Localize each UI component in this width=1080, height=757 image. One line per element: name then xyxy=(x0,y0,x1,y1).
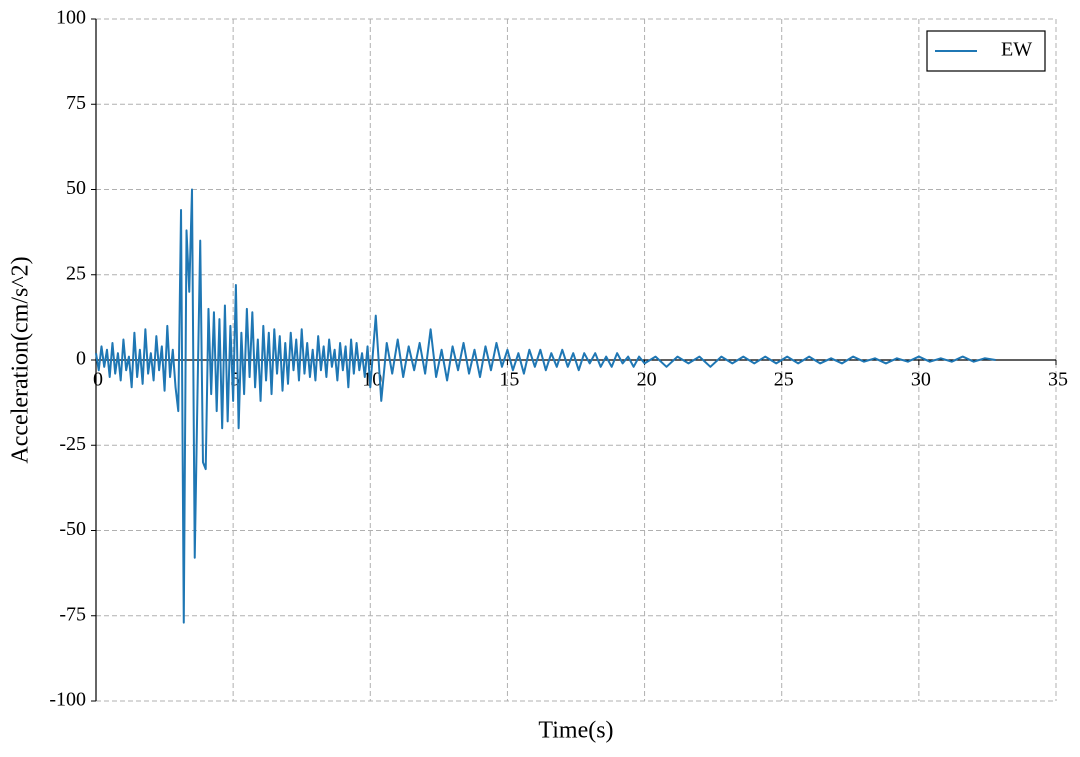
x-tick-label: 0 xyxy=(93,369,103,391)
x-tick-label: 25 xyxy=(774,369,794,391)
y-tick-label: -75 xyxy=(59,603,86,625)
y-tick-label: 75 xyxy=(66,92,86,114)
x-axis-label: Time(s) xyxy=(538,718,613,744)
y-axis-label: Acceleration(cm/s^2) xyxy=(8,256,34,463)
x-tick-label: 5 xyxy=(230,369,240,391)
x-tick-label: 15 xyxy=(499,369,519,391)
y-tick-label: 100 xyxy=(56,7,86,29)
y-tick-label: 0 xyxy=(76,348,86,370)
data-line xyxy=(95,188,996,624)
y-tick-label: -25 xyxy=(59,433,86,455)
y-tick-label: -100 xyxy=(49,689,86,711)
y-tick-label: -50 xyxy=(59,518,86,540)
x-tick-label: 20 xyxy=(637,369,657,391)
y-tick-label: 25 xyxy=(66,262,86,284)
y-tick-label: 50 xyxy=(66,177,86,199)
x-tick-label: 10 xyxy=(362,369,382,391)
x-tick-label: 30 xyxy=(911,369,931,391)
x-tick-label: 35 xyxy=(1048,369,1068,391)
legend-label: EW xyxy=(1001,39,1032,61)
